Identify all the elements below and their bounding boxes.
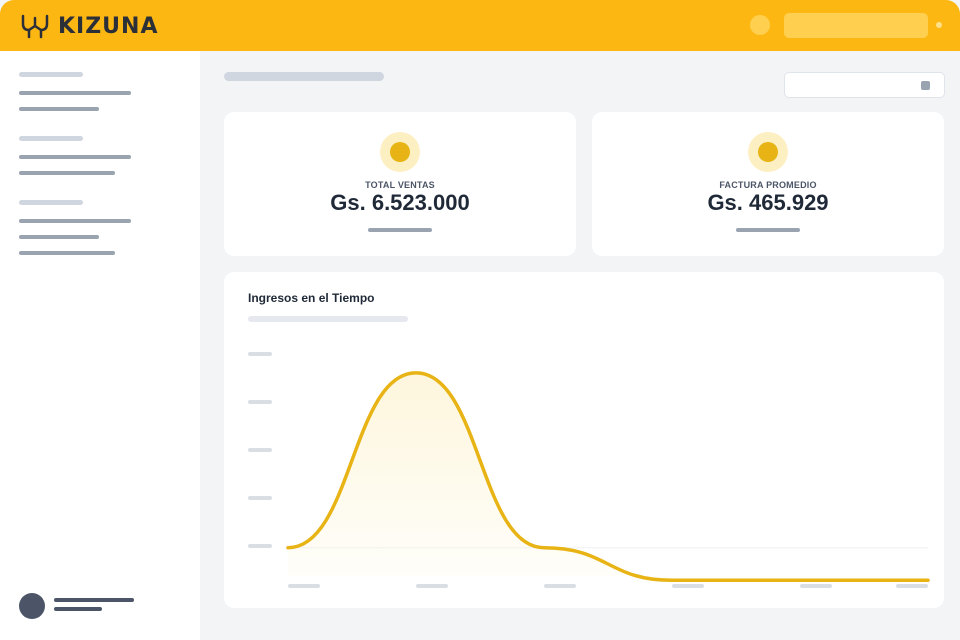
sidebar-item[interactable] [19, 251, 115, 255]
chart-subtitle-placeholder [248, 316, 408, 322]
y-tick-label [248, 448, 272, 452]
sidebar [0, 51, 200, 640]
y-tick-label [248, 544, 272, 548]
sidebar-item[interactable] [19, 91, 131, 95]
brand[interactable]: KIZUNA [20, 10, 159, 42]
series-area [288, 372, 928, 581]
x-tick-label [800, 584, 832, 588]
kizuna-logo-icon [21, 14, 49, 39]
date-range-picker[interactable] [784, 72, 945, 98]
revenue-area-chart[interactable] [224, 272, 944, 608]
user-name-placeholder [54, 598, 134, 602]
revenue-chart-card: Ingresos en el Tiempo [224, 272, 944, 608]
sun-coin-icon [380, 132, 420, 172]
kpi-label: FACTURA PROMEDIO [719, 180, 817, 190]
sidebar-section-heading [19, 72, 83, 77]
menu-dot-icon[interactable] [936, 22, 942, 28]
sidebar-section-heading [19, 136, 83, 141]
x-tick-label [416, 584, 448, 588]
sidebar-item[interactable] [19, 155, 131, 159]
kpi-value: Gs. 6.523.000 [330, 190, 470, 215]
kpi-subtext-placeholder [368, 228, 432, 232]
x-tick-label [896, 584, 928, 588]
user-role-placeholder [54, 607, 102, 611]
series-line[interactable] [286, 371, 930, 583]
sidebar-item[interactable] [19, 107, 99, 111]
sidebar-item[interactable] [19, 171, 115, 175]
sidebar-item[interactable] [19, 219, 131, 223]
kpi-subtext-placeholder [736, 228, 800, 232]
x-tick-label [288, 584, 320, 588]
kpi-value: Gs. 465.929 [707, 190, 829, 215]
top-header: KIZUNA [0, 0, 960, 51]
y-tick-label [248, 400, 272, 404]
kpi-label: TOTAL VENTAS [365, 180, 435, 190]
sidebar-section-heading [19, 200, 83, 205]
user-avatar[interactable] [19, 593, 45, 619]
x-tick-label [672, 584, 704, 588]
notification-icon[interactable] [750, 15, 770, 35]
y-tick-label [248, 496, 272, 500]
kpi-card-total-ventas: TOTAL VENTAS Gs. 6.523.000 [224, 112, 576, 256]
sidebar-item[interactable] [19, 235, 99, 239]
page-title-placeholder [224, 72, 384, 81]
search-input[interactable] [784, 13, 928, 38]
chart-title: Ingresos en el Tiempo [248, 291, 375, 305]
sun-coin-icon [748, 132, 788, 172]
x-tick-label [544, 584, 576, 588]
y-tick-label [248, 352, 272, 356]
calendar-icon [921, 81, 930, 90]
kpi-card-factura-promedio: FACTURA PROMEDIO Gs. 465.929 [592, 112, 944, 256]
brand-name: KIZUNA [58, 13, 159, 39]
